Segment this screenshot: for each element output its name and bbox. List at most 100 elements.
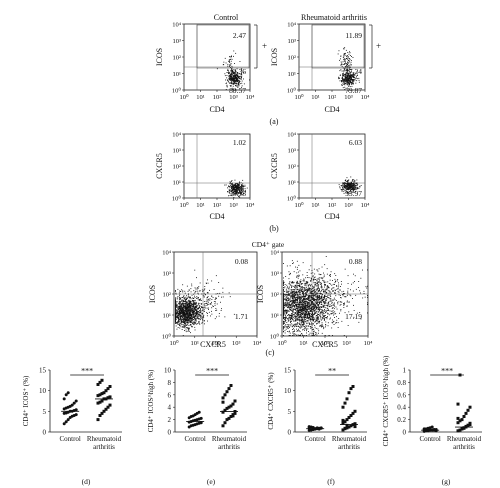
event-dot (347, 182, 348, 184)
event-dot (296, 326, 298, 327)
event-dot (328, 335, 330, 336)
event-dot (310, 279, 312, 281)
event-dot (292, 335, 293, 336)
event-dot (308, 303, 309, 305)
event-dot (192, 315, 194, 317)
event-dot (226, 79, 228, 81)
event-dot (344, 302, 345, 304)
event-dot (299, 288, 301, 290)
event-dot (177, 317, 178, 319)
event-dot (312, 286, 314, 288)
event-dot (196, 317, 198, 319)
event-dot (284, 298, 286, 300)
event-dot (338, 284, 340, 286)
event-dot (323, 274, 325, 276)
event-dot (342, 188, 343, 190)
event-dot (239, 196, 241, 198)
event-dot (228, 192, 230, 194)
event-dot (345, 77, 347, 79)
event-dot (283, 284, 284, 286)
event-dot (351, 181, 352, 183)
event-dot (304, 300, 305, 302)
event-dot (343, 68, 345, 70)
event-dot (231, 189, 233, 191)
event-dot (317, 305, 319, 306)
event-dot (353, 78, 355, 80)
event-dot (309, 313, 311, 315)
event-dot (311, 302, 313, 304)
event-dot (192, 306, 194, 308)
event-dot (191, 320, 193, 322)
event-dot (337, 327, 339, 328)
event-dot (176, 312, 178, 313)
event-dot (198, 313, 200, 315)
event-dot (283, 297, 284, 298)
event-dot (236, 193, 237, 195)
event-dot (301, 310, 303, 312)
event-dot (300, 302, 302, 304)
event-dot (346, 75, 348, 77)
event-dot (341, 70, 343, 72)
event-dot (330, 298, 332, 300)
event-dot (194, 314, 196, 316)
event-dot (184, 306, 186, 308)
event-dot (305, 293, 307, 295)
event-dot (316, 282, 318, 284)
event-dot (349, 72, 351, 74)
event-dot (283, 304, 284, 306)
event-dot (302, 302, 304, 303)
event-dot (315, 320, 317, 322)
event-dot (327, 325, 329, 327)
event-dot (344, 59, 346, 61)
event-dot (298, 306, 299, 308)
event-dot (232, 75, 234, 77)
event-dot (198, 311, 200, 313)
event-dot (190, 310, 192, 311)
event-dot (206, 303, 208, 305)
event-dot (343, 56, 345, 58)
event-dot (187, 316, 189, 317)
event-dot (316, 302, 318, 304)
event-dot (363, 293, 365, 294)
event-dot (337, 322, 339, 324)
event-dot (316, 278, 318, 280)
event-dot (245, 191, 246, 193)
event-dot (353, 183, 354, 185)
event-dot (237, 77, 239, 79)
event-dot (238, 188, 240, 190)
event-dot (176, 304, 178, 306)
event-dot (307, 290, 309, 292)
event-dot (283, 288, 284, 290)
event-dot (320, 313, 322, 315)
event-dot (292, 305, 294, 307)
event-dot (298, 264, 300, 266)
event-dot (314, 304, 316, 306)
event-dot (291, 305, 293, 307)
event-dot (198, 308, 200, 309)
event-dot (324, 298, 326, 300)
event-dot (189, 314, 191, 316)
event-dot (347, 63, 349, 65)
event-dot (230, 78, 232, 80)
event-dot (309, 299, 311, 301)
event-dot (305, 326, 306, 328)
event-dot (345, 59, 346, 61)
event-dot (355, 186, 357, 188)
event-dot (288, 278, 290, 280)
event-dot (348, 184, 349, 185)
event-dot (293, 320, 295, 322)
event-dot (351, 74, 353, 76)
event-dot (346, 185, 348, 187)
event-dot (318, 305, 320, 307)
event-dot (191, 315, 192, 317)
event-dot (334, 313, 336, 315)
event-dot (348, 60, 350, 61)
event-dot (290, 320, 292, 322)
event-dot (236, 185, 238, 187)
event-dot (338, 289, 340, 291)
event-dot (300, 279, 302, 281)
event-dot (176, 310, 178, 312)
event-dot (298, 326, 299, 327)
event-dot (229, 82, 231, 84)
event-dot (334, 284, 335, 285)
